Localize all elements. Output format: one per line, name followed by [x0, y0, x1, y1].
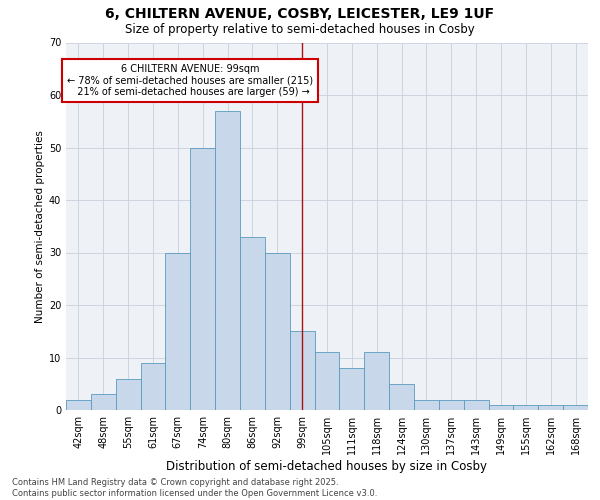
X-axis label: Distribution of semi-detached houses by size in Cosby: Distribution of semi-detached houses by … [167, 460, 487, 473]
Text: 6 CHILTERN AVENUE: 99sqm
← 78% of semi-detached houses are smaller (215)
  21% o: 6 CHILTERN AVENUE: 99sqm ← 78% of semi-d… [67, 64, 313, 96]
Bar [414, 400, 439, 410]
Bar [140, 363, 166, 410]
Bar [240, 237, 265, 410]
Bar [215, 111, 240, 410]
Bar [514, 405, 538, 410]
Bar [439, 400, 464, 410]
Y-axis label: Number of semi-detached properties: Number of semi-detached properties [35, 130, 44, 322]
Bar [538, 405, 563, 410]
Bar [340, 368, 364, 410]
Bar [389, 384, 414, 410]
Bar [190, 148, 215, 410]
Bar [66, 400, 91, 410]
Bar [464, 400, 488, 410]
Bar [563, 405, 588, 410]
Bar [314, 352, 340, 410]
Text: Size of property relative to semi-detached houses in Cosby: Size of property relative to semi-detach… [125, 22, 475, 36]
Text: Contains HM Land Registry data © Crown copyright and database right 2025.
Contai: Contains HM Land Registry data © Crown c… [12, 478, 377, 498]
Bar [91, 394, 116, 410]
Bar [290, 332, 314, 410]
Bar [364, 352, 389, 410]
Bar [488, 405, 514, 410]
Text: 6, CHILTERN AVENUE, COSBY, LEICESTER, LE9 1UF: 6, CHILTERN AVENUE, COSBY, LEICESTER, LE… [106, 8, 494, 22]
Bar [116, 378, 140, 410]
Bar [265, 252, 290, 410]
Bar [166, 252, 190, 410]
